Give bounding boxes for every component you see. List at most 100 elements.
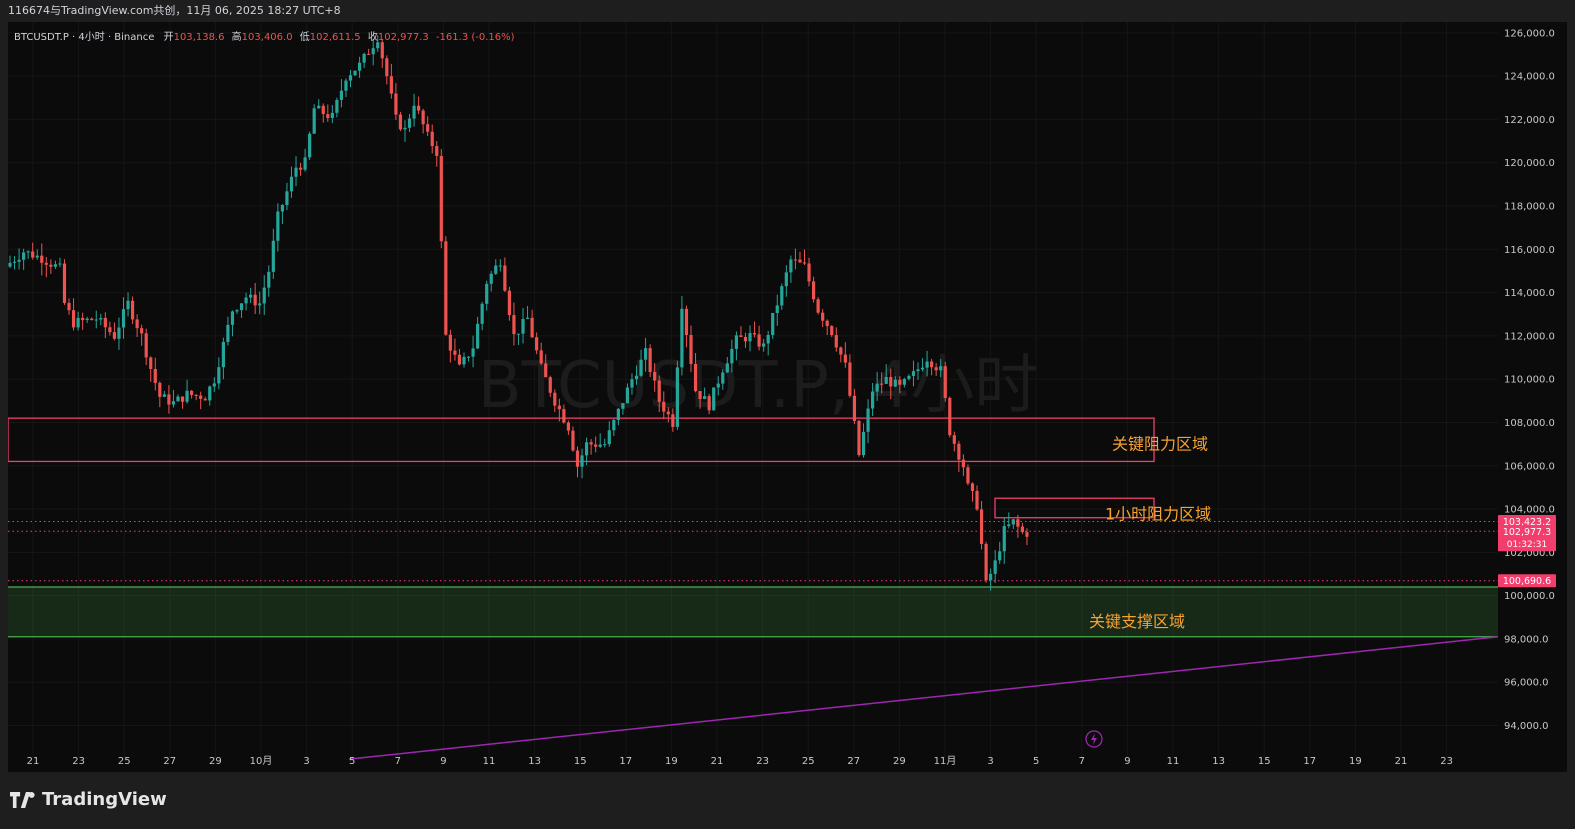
candle-body [712,387,716,411]
candle-body [289,176,294,192]
lightning-icon[interactable] [1085,730,1103,748]
candle-body [998,551,1002,561]
candle-body [394,93,398,115]
candle-body [916,369,920,372]
candle-body [748,333,752,342]
candle-body [8,262,12,267]
candle-body [739,335,743,337]
candle-body [140,328,144,334]
candle-body [893,379,897,387]
change-value: -161.3 (-0.16%) [435,32,515,43]
candle-body [503,265,507,291]
candle-body [825,320,829,327]
trendline[interactable] [348,636,1499,760]
candle-body [989,573,993,581]
candle-body [417,105,421,111]
candle-body [616,408,620,421]
candle-body [171,401,176,405]
candle-body [703,396,707,400]
price-tick-label: 112,000.0 [1504,331,1555,342]
time-tick-label: 25 [802,756,815,767]
candle-body [843,354,847,363]
candle-body [634,375,639,380]
price-tick-label: 102,000.0 [1504,548,1555,559]
time-tick-label: 19 [665,756,678,767]
candle-body [811,281,816,300]
symbol-watermark: BTCUSDT.P, 4小时 [478,349,1039,423]
candle-body [230,311,235,325]
candle-body [821,312,825,321]
candle-body [861,431,866,456]
candle-body [108,327,112,333]
candle-body [575,450,580,467]
tradingview-brand[interactable]: TradingView [10,789,167,810]
candle-body [979,509,984,544]
candle-body [367,53,371,55]
candle-body [121,309,126,328]
candle-body [235,310,239,312]
candle-body [149,357,153,369]
symbol-label[interactable]: BTCUSDT.P · 4小时 · Binance [14,32,155,43]
chart-area[interactable]: BTCUSDT.P, 4小时 关键阻力区域 1小时阻力区域 关键支撑区域 126,0… [8,22,1567,772]
candle-body [339,90,344,100]
candle-body [920,367,925,370]
candle-body [1025,532,1029,537]
time-tick-label: 15 [1258,756,1271,767]
candle-body [798,259,802,263]
candle-body [603,444,607,446]
candle-body [448,334,452,351]
grid [8,22,1498,758]
support-zone-fill[interactable] [8,586,1498,637]
candle-body [1002,526,1006,552]
candle-body [194,394,198,396]
candle-body [698,391,702,400]
key-resistance-zone[interactable] [8,417,1155,463]
candle-body [271,240,275,272]
time-tick-label: 29 [893,756,906,767]
price-tick-label: 116,000.0 [1504,245,1555,256]
price-axis-bg[interactable] [1498,22,1567,772]
time-tick-label: 3 [987,756,993,767]
candle-body [693,363,698,392]
candle-body [217,367,221,384]
candle-body [684,308,689,336]
zones [8,417,1498,638]
candle-body [276,211,280,241]
candle-body [71,310,76,328]
candle-body [721,372,725,384]
time-tick-label: 13 [1212,756,1225,767]
candle-body [476,323,480,349]
candle-body [512,315,516,335]
footer: TradingView [0,772,1575,829]
time-tick-label: 7 [395,756,401,767]
price-tick-label: 106,000.0 [1504,461,1555,472]
candle-body [67,302,71,311]
candle-body [644,348,648,360]
candle-body [35,255,39,258]
time-tick-label: 5 [349,756,355,767]
candle-body [566,422,571,431]
candle-body [653,372,657,381]
candle-body [90,318,94,320]
candle-body [730,348,734,364]
time-tick-label: 21 [1395,756,1408,767]
price-tick-label: 118,000.0 [1504,202,1555,213]
candle-body [680,308,684,368]
time-tick-label: 3 [303,756,309,767]
time-tick-label: 23 [756,756,769,767]
candle-body [793,259,798,261]
candle-body [462,356,466,365]
candle-body [439,155,443,242]
candle-body [530,317,534,338]
candle-body [521,318,525,334]
candle-body [117,327,121,339]
price-tick-label: 124,000.0 [1504,72,1555,83]
countdown-label: 01:32:31 [1507,540,1547,550]
candle-body [911,371,916,376]
time-tick-label: 9 [440,756,446,767]
price-tick-label: 98,000.0 [1504,634,1549,645]
candle-body [807,263,811,282]
hourly-resistance-zone[interactable] [994,497,1155,519]
